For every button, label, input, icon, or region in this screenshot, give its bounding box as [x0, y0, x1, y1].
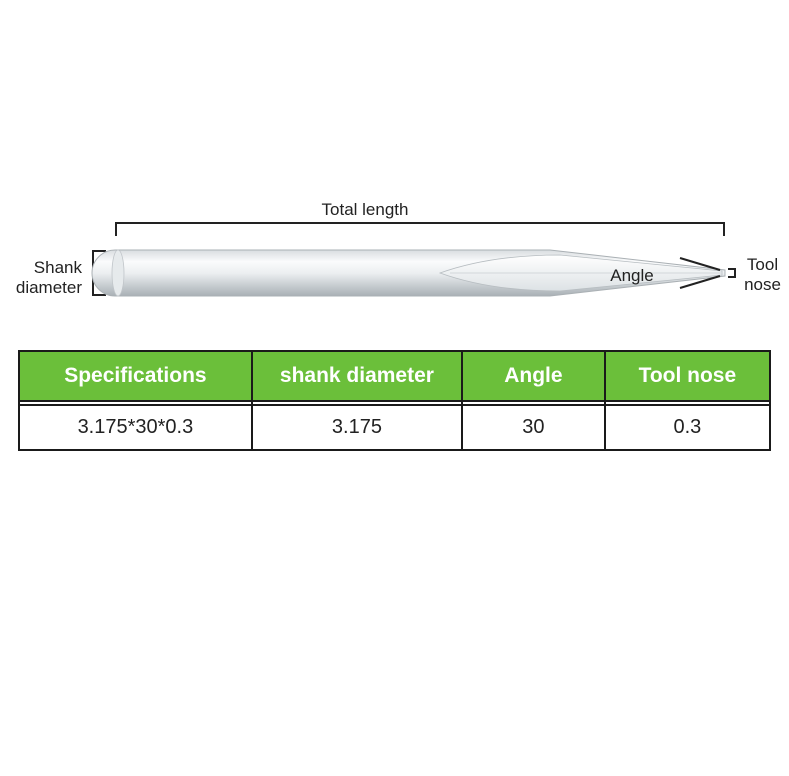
- spec-table-header-row: Specifications shank diameter Angle Tool…: [19, 351, 770, 401]
- spec-table-row: 3.175*30*0.3 3.175 30 0.3: [19, 405, 770, 450]
- cell-angle: 30: [462, 405, 605, 450]
- spec-table: Specifications shank diameter Angle Tool…: [18, 350, 771, 451]
- cell-specifications: 3.175*30*0.3: [19, 405, 252, 450]
- angle-label: Angle: [607, 266, 657, 286]
- tool-diagram: Total length Shankdiameter: [20, 200, 770, 340]
- col-specifications: Specifications: [19, 351, 252, 401]
- angle-callout: [20, 200, 770, 340]
- col-shank-diameter: shank diameter: [252, 351, 462, 401]
- cell-shank-diameter: 3.175: [252, 405, 462, 450]
- cell-tool-nose: 0.3: [605, 405, 770, 450]
- tool-nose-label: Toolnose: [740, 255, 785, 294]
- tool-nose-bracket: [728, 268, 736, 278]
- col-angle: Angle: [462, 351, 605, 401]
- col-tool-nose: Tool nose: [605, 351, 770, 401]
